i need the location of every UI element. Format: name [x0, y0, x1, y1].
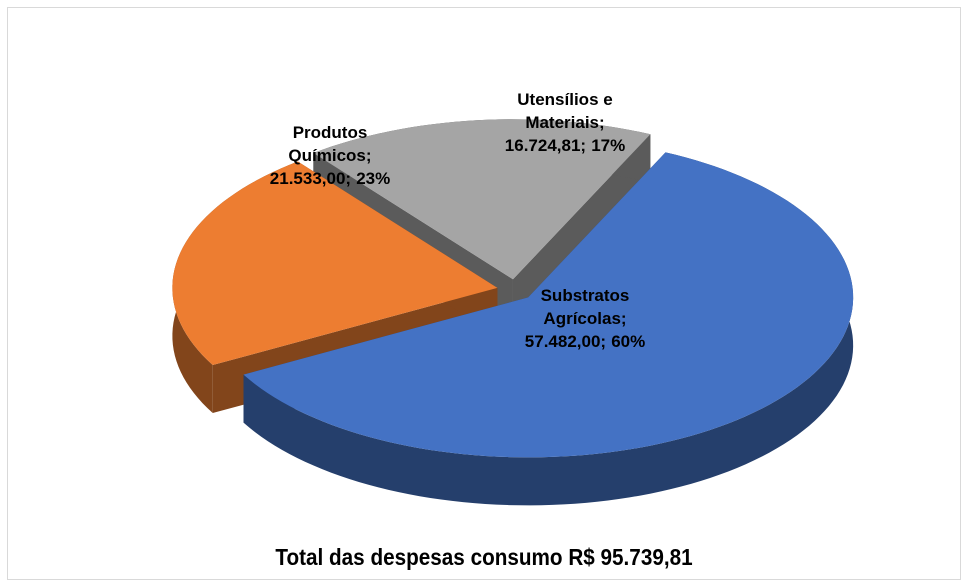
- label-percentage: 60%: [611, 332, 646, 351]
- label-separator: ;: [580, 136, 587, 155]
- data-label: Utensílios e Materiais; 16.724,81; 17%: [490, 88, 640, 157]
- label-separator: ;: [600, 332, 607, 351]
- slice: [313, 119, 651, 280]
- chart-title: Total das despesas consumo R$ 95.739,81: [275, 544, 693, 570]
- label-separator: ;: [365, 146, 372, 165]
- label-percentage: 17%: [591, 136, 626, 155]
- label-category: Substratos Agrícolas: [540, 286, 630, 328]
- slice: [172, 161, 498, 366]
- data-label: Produtos Químicos; 21.533,00; 23%: [255, 121, 405, 190]
- label-value: 16.724,81: [504, 136, 581, 155]
- data-label: Substratos Agrícolas; 57.482,00; 60%: [510, 284, 660, 353]
- label-value: 21.533,00: [269, 169, 346, 188]
- label-category: Utensílios e Materiais: [517, 90, 613, 132]
- label-separator: ;: [620, 309, 627, 328]
- label-category: Produtos Químicos: [288, 123, 368, 165]
- label-percentage: 23%: [356, 169, 391, 188]
- label-separator: ;: [599, 113, 605, 132]
- label-separator: ;: [345, 169, 352, 188]
- slice: [243, 152, 854, 458]
- label-value: 57.482,00: [524, 332, 601, 351]
